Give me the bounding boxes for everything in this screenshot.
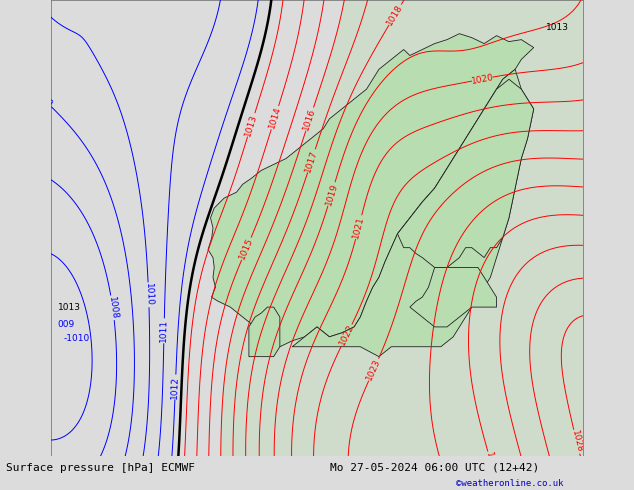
Text: 1016: 1016 <box>302 107 318 131</box>
Text: 1020: 1020 <box>470 73 495 86</box>
Text: Mo 27-05-2024 06:00 UTC (12+42): Mo 27-05-2024 06:00 UTC (12+42) <box>330 463 539 473</box>
Text: ©weatheronline.co.uk: ©weatheronline.co.uk <box>456 479 564 488</box>
Text: 1024: 1024 <box>443 481 458 490</box>
Text: 1007: 1007 <box>0 292 11 317</box>
Text: 1008: 1008 <box>107 296 119 320</box>
Text: 1013: 1013 <box>546 23 569 32</box>
Text: 1013: 1013 <box>58 303 81 312</box>
Text: 1015: 1015 <box>238 236 255 261</box>
Text: Surface pressure [hPa] ECMWF: Surface pressure [hPa] ECMWF <box>6 463 195 473</box>
Polygon shape <box>410 268 496 327</box>
Text: 1021: 1021 <box>351 215 366 239</box>
Text: 1014: 1014 <box>267 105 283 130</box>
Text: 1022: 1022 <box>338 323 356 347</box>
Polygon shape <box>398 79 534 268</box>
Polygon shape <box>249 307 280 357</box>
Text: 1023: 1023 <box>365 357 382 382</box>
Text: 1028: 1028 <box>569 430 584 454</box>
Polygon shape <box>208 34 534 347</box>
Text: 1026: 1026 <box>521 468 535 490</box>
Text: 1017: 1017 <box>304 148 320 173</box>
Text: -1010: -1010 <box>63 334 89 343</box>
Text: 1025: 1025 <box>484 451 499 475</box>
Text: 1013: 1013 <box>243 113 259 137</box>
Text: 1010: 1010 <box>144 283 153 306</box>
Text: 1027: 1027 <box>547 463 562 487</box>
Text: 1012: 1012 <box>171 375 180 398</box>
Text: 1011: 1011 <box>159 319 169 343</box>
Polygon shape <box>292 70 534 357</box>
Text: 1018: 1018 <box>385 2 405 27</box>
Text: 1009: 1009 <box>32 87 55 110</box>
Text: 009: 009 <box>57 320 74 329</box>
Text: 1019: 1019 <box>324 182 339 206</box>
